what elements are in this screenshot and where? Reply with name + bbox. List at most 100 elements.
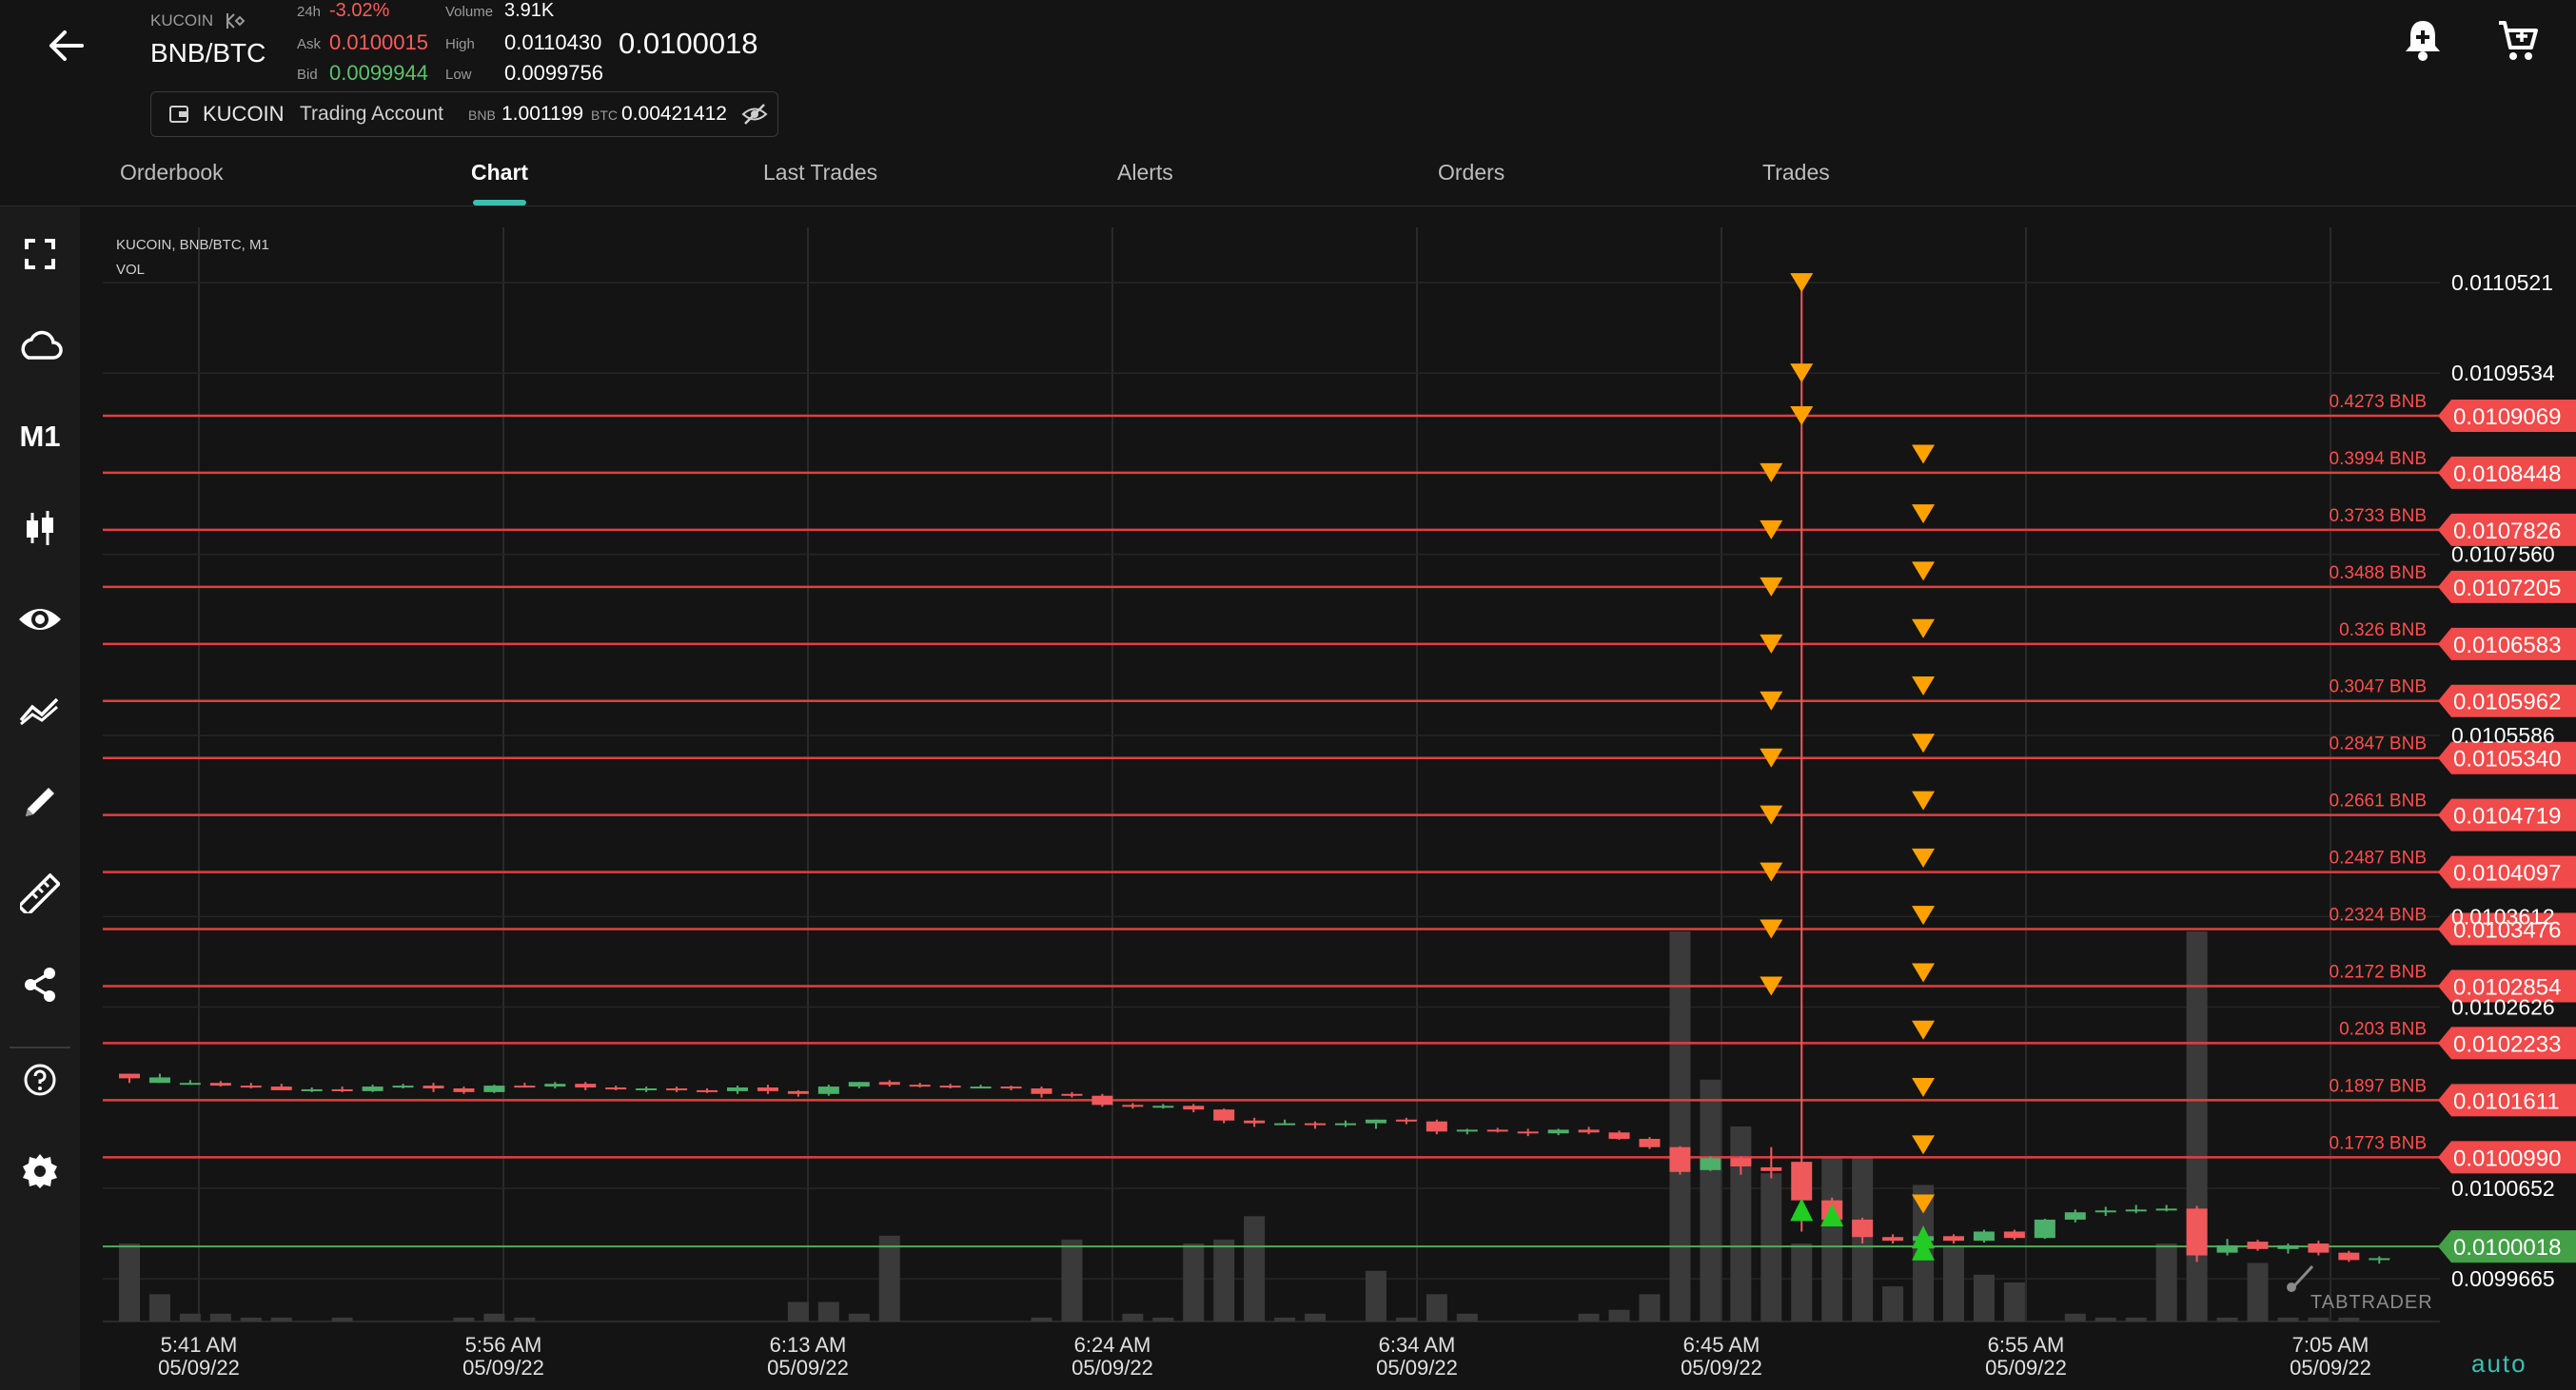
volume-bar	[2277, 1317, 2299, 1321]
indicators-button[interactable]	[10, 680, 70, 741]
date-tick-label: 05/09/22	[1681, 1356, 1762, 1380]
candle-body	[301, 1088, 323, 1091]
order-price-tag	[2438, 1084, 2576, 1117]
candle-body	[970, 1087, 992, 1089]
date-tick-label: 05/09/22	[158, 1356, 240, 1380]
volume-bar	[1943, 1247, 1964, 1321]
candle-body	[240, 1086, 262, 1088]
candle-body	[757, 1087, 778, 1091]
volume-bar	[817, 1302, 839, 1321]
volume-bar	[1608, 1309, 1630, 1321]
add-order-cart-icon[interactable]	[2495, 17, 2541, 63]
sell-marker	[1912, 906, 1936, 926]
candle-body	[1973, 1231, 1995, 1242]
order-price-label: 0.0102233	[2453, 1031, 2561, 1057]
order-price-label: 0.0100990	[2453, 1145, 2561, 1171]
chart-toolbar: M1	[0, 206, 80, 1390]
cloud-button[interactable]	[10, 315, 70, 376]
order-amount-label: 0.2847 BNB	[2330, 734, 2427, 754]
volume-bar	[2003, 1282, 2025, 1321]
candle-body	[909, 1085, 931, 1087]
change-value: -3.02%	[329, 0, 390, 21]
order-price-tag	[2438, 912, 2576, 946]
candle-body	[179, 1083, 201, 1086]
volume-bar	[1213, 1239, 1235, 1321]
help-button[interactable]	[10, 1049, 70, 1110]
candle-body	[148, 1077, 170, 1084]
add-alert-bell-icon[interactable]	[2402, 17, 2444, 63]
share-button[interactable]	[10, 954, 70, 1015]
tab-alerts[interactable]: Alerts	[1117, 160, 1173, 185]
sell-marker	[1760, 805, 1783, 825]
candle-body	[1305, 1123, 1327, 1126]
sell-marker	[1912, 1020, 1936, 1040]
volume-bar	[1305, 1313, 1327, 1321]
auto-scale-button[interactable]: auto	[2471, 1349, 2527, 1378]
candle-body	[2186, 1208, 2208, 1256]
candle-body	[1760, 1166, 1782, 1171]
measure-button[interactable]	[10, 863, 70, 924]
fullscreen-button[interactable]	[10, 224, 70, 284]
price-tick-label: 0.0103612	[2451, 904, 2555, 929]
timeframe-label: M1	[19, 420, 61, 453]
order-amount-label: 0.3733 BNB	[2330, 506, 2427, 526]
sell-marker	[1912, 1078, 1936, 1098]
order-price-tag	[2438, 1141, 2576, 1174]
bnb-balance-label: BNB	[468, 108, 496, 123]
volume-bar	[240, 1317, 262, 1321]
buy-marker	[1912, 1237, 1936, 1261]
volume-bar	[1669, 931, 1691, 1321]
volume-bar	[1456, 1313, 1478, 1321]
low-label: Low	[445, 67, 472, 83]
bid-label: Bid	[297, 67, 318, 83]
time-tick-label: 6:55 AM	[1988, 1333, 2065, 1357]
change-label: 24h	[297, 4, 322, 20]
candle-body	[2003, 1231, 2025, 1239]
price-tick-label: 0.0109534	[2451, 361, 2555, 385]
settings-button[interactable]	[10, 1141, 70, 1202]
candle-body	[1943, 1236, 1964, 1242]
sell-marker	[1760, 519, 1783, 539]
candle-body	[939, 1086, 961, 1088]
low-value: 0.0099756	[504, 61, 603, 85]
hide-balance-icon[interactable]	[741, 103, 768, 126]
tab-orderbook[interactable]: Orderbook	[120, 160, 224, 185]
sell-marker	[1912, 963, 1936, 983]
pair-name[interactable]: BNB/BTC	[150, 38, 266, 68]
volume-bar	[2308, 1317, 2330, 1321]
pencil-icon	[26, 788, 54, 816]
volume-bar	[2064, 1313, 2086, 1321]
candle-body	[2125, 1209, 2147, 1212]
time-tick-label: 7:05 AM	[2292, 1333, 2370, 1357]
high-label: High	[445, 36, 475, 52]
order-amount-label: 0.2172 BNB	[2330, 963, 2427, 983]
back-arrow-icon[interactable]	[38, 17, 95, 74]
volume-bar	[2155, 1243, 2177, 1321]
order-price-tag	[2438, 855, 2576, 889]
timeframe-button[interactable]: M1	[10, 406, 70, 467]
chart-legend-volume: VOL	[116, 262, 145, 278]
account-selector[interactable]: KUCOIN Trading Account BNB 1.001199 BTC …	[150, 91, 778, 137]
volume-bar	[1791, 1243, 1813, 1321]
volume-bar	[2094, 1317, 2116, 1321]
tab-orders[interactable]: Orders	[1438, 160, 1505, 185]
fullscreen-icon	[25, 239, 55, 269]
tab-chart[interactable]: Chart	[471, 160, 529, 185]
volume-bar	[1061, 1239, 1083, 1321]
order-amount-label: 0.3994 BNB	[2330, 449, 2427, 469]
draw-button[interactable]	[10, 772, 70, 832]
visibility-button[interactable]	[10, 589, 70, 650]
sell-marker	[1790, 406, 1814, 426]
time-tick-label: 5:41 AM	[161, 1333, 238, 1357]
candle-body	[878, 1082, 900, 1086]
candle-body	[209, 1083, 231, 1087]
candle-body	[1791, 1162, 1813, 1201]
price-tick-label: 0.0102626	[2451, 995, 2555, 1020]
order-amount-label: 0.2324 BNB	[2330, 906, 2427, 926]
tab-trades[interactable]: Trades	[1762, 160, 1830, 185]
tab-last-trades[interactable]: Last Trades	[763, 160, 878, 185]
chart-type-button[interactable]	[10, 498, 70, 558]
candle-body	[1608, 1132, 1630, 1140]
